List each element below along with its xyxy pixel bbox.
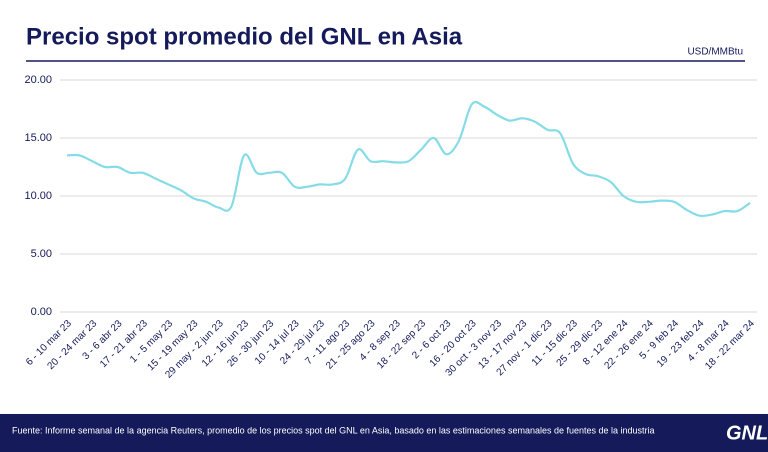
footer-bar [0, 414, 768, 452]
unit-label: USD/MMBtu [687, 47, 743, 58]
y-tick-label: 15.00 [24, 132, 52, 144]
y-tick-label: 0.00 [31, 306, 52, 318]
source-note: Fuente: Informe semanal de la agencia Re… [12, 425, 655, 435]
logo: GNL [726, 422, 768, 444]
y-tick-label: 20.00 [24, 74, 52, 86]
y-tick-label: 5.00 [31, 248, 52, 260]
y-tick-label: 10.00 [24, 190, 52, 202]
chart-title: Precio spot promedio del GNL en Asia [26, 23, 463, 50]
price-line [66, 101, 751, 218]
